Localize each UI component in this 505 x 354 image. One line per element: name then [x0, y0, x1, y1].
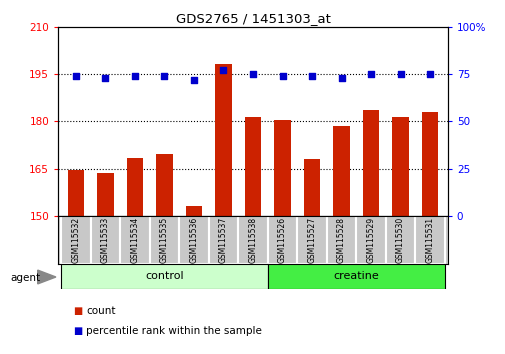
Text: percentile rank within the sample: percentile rank within the sample [86, 326, 262, 336]
Bar [392, 116, 408, 216]
Text: GSM115530: GSM115530 [395, 217, 405, 263]
Text: GSM115537: GSM115537 [219, 217, 228, 263]
FancyBboxPatch shape [179, 216, 208, 264]
Point [337, 75, 345, 80]
FancyBboxPatch shape [326, 216, 356, 264]
FancyBboxPatch shape [238, 216, 267, 264]
Bar [127, 158, 143, 216]
FancyBboxPatch shape [208, 216, 238, 264]
Point [160, 73, 168, 79]
Point [425, 71, 433, 77]
Bar [333, 126, 349, 216]
Bar [215, 64, 231, 216]
FancyBboxPatch shape [61, 216, 90, 264]
FancyBboxPatch shape [297, 216, 326, 264]
Bar [156, 154, 172, 216]
Bar [267, 264, 444, 289]
Bar [362, 110, 378, 216]
Bar [304, 159, 320, 216]
Text: ■: ■ [73, 326, 82, 336]
Point [131, 73, 139, 79]
Text: GSM115536: GSM115536 [189, 217, 198, 263]
Point [308, 73, 316, 79]
Bar [97, 173, 113, 216]
Bar [185, 206, 201, 216]
Text: GSM115526: GSM115526 [277, 217, 286, 263]
Point [396, 71, 404, 77]
Point [189, 77, 197, 82]
Point [219, 67, 227, 73]
Bar [421, 112, 437, 216]
Text: GSM115527: GSM115527 [307, 217, 316, 263]
Text: creatine: creatine [333, 271, 378, 281]
Text: GSM115534: GSM115534 [130, 217, 139, 263]
Point [366, 71, 374, 77]
Point [248, 71, 257, 77]
Point [72, 73, 80, 79]
FancyBboxPatch shape [267, 216, 297, 264]
Text: agent: agent [10, 273, 40, 283]
Text: GSM115532: GSM115532 [71, 217, 80, 263]
Text: ■: ■ [73, 306, 82, 316]
Text: GSM115528: GSM115528 [336, 217, 345, 263]
Point [101, 75, 109, 80]
Bar [61, 264, 267, 289]
FancyBboxPatch shape [415, 216, 444, 264]
Bar [274, 120, 290, 216]
FancyBboxPatch shape [356, 216, 385, 264]
Bar [244, 116, 261, 216]
Polygon shape [38, 270, 56, 284]
Text: count: count [86, 306, 115, 316]
FancyBboxPatch shape [385, 216, 415, 264]
Point [278, 73, 286, 79]
Text: GDS2765 / 1451303_at: GDS2765 / 1451303_at [175, 12, 330, 25]
FancyBboxPatch shape [120, 216, 149, 264]
FancyBboxPatch shape [149, 216, 179, 264]
Text: GSM115535: GSM115535 [160, 217, 169, 263]
Text: GSM115538: GSM115538 [248, 217, 257, 263]
Text: GSM115531: GSM115531 [425, 217, 434, 263]
Text: GSM115529: GSM115529 [366, 217, 375, 263]
Text: control: control [145, 271, 183, 281]
FancyBboxPatch shape [90, 216, 120, 264]
Bar [68, 170, 84, 216]
Text: GSM115533: GSM115533 [100, 217, 110, 263]
